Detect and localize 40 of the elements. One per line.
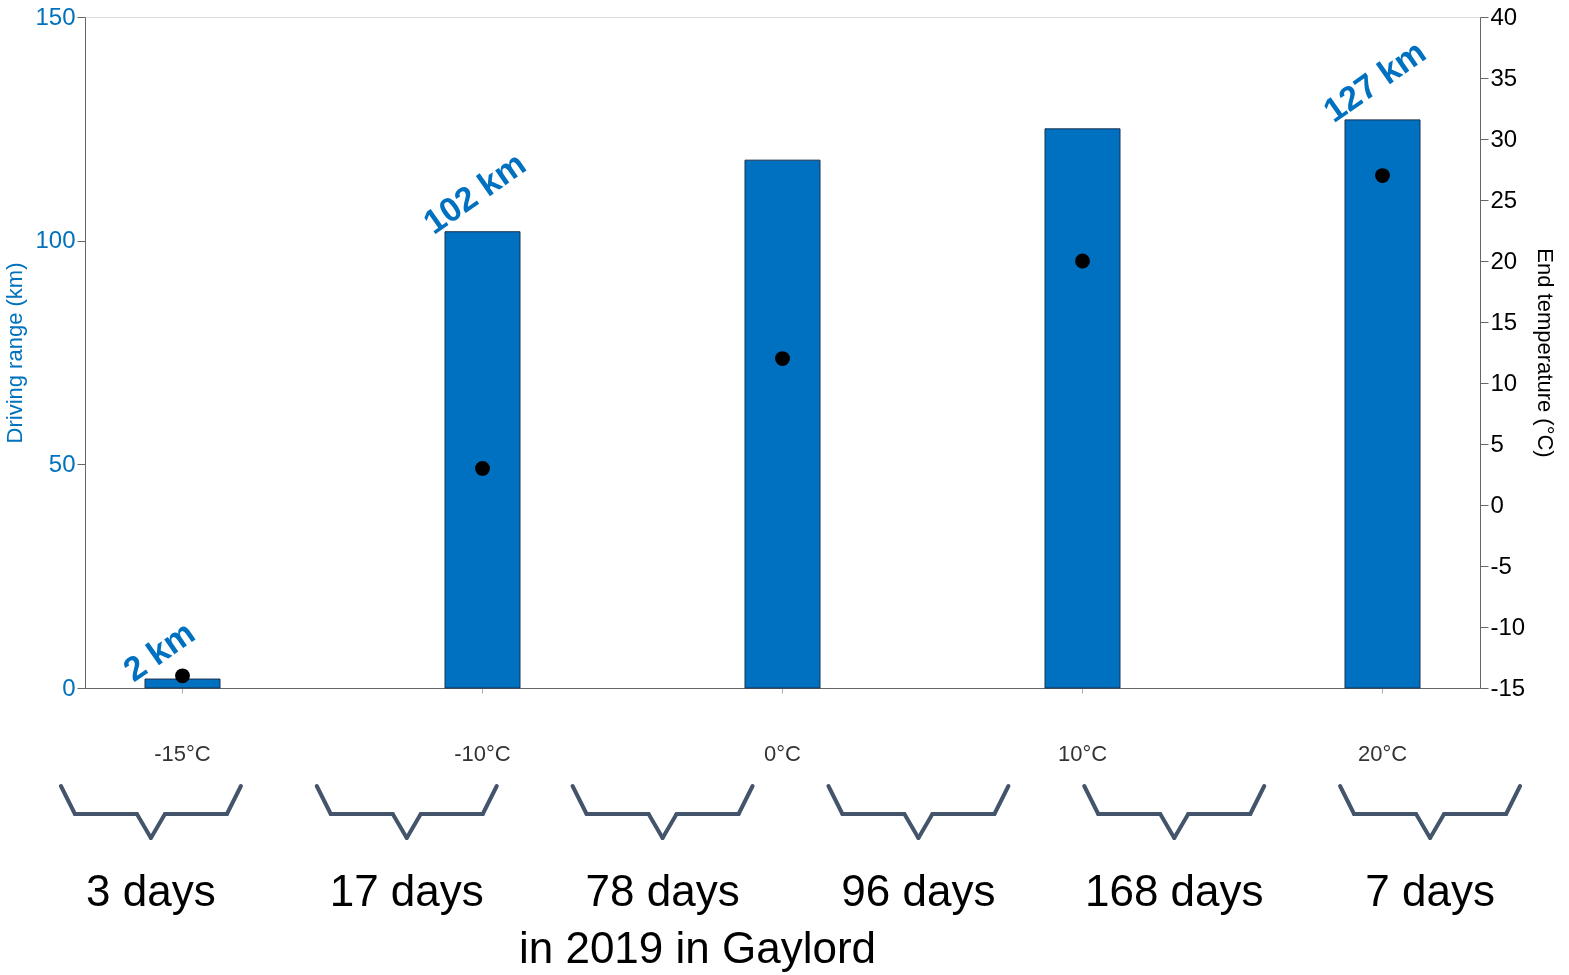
y2-tick-label: -10 [1490,612,1526,640]
y2-tick-label: 10 [1490,368,1518,396]
text: 17 days [329,866,484,915]
y2-tick-label: 25 [1490,185,1518,213]
y2-tick-label: 35 [1490,63,1518,91]
y-tick-label: 0 [62,673,76,701]
text: 3 days [86,866,216,915]
x-tick-label: 20°C [1357,740,1408,766]
y2-tick-label: -5 [1490,551,1512,579]
y-tick-label: 150 [35,2,76,30]
x-tick-label: 10°C [1057,740,1108,766]
text: 7 days [1365,866,1495,915]
text: 78 days [585,866,740,915]
y2-tick-label: 0 [1490,490,1504,518]
y2-tick-label: 5 [1490,429,1504,457]
y-tick-label: 100 [35,226,76,254]
y2-tick-label: -15 [1490,673,1526,701]
y2-tick-label: 15 [1490,307,1518,335]
bar [1044,128,1121,689]
x-tick-label: -10°C [454,740,511,766]
point [175,668,190,684]
y-axis-title: Driving range (km) [2,262,28,444]
y2-tick-label: 40 [1490,2,1518,30]
point [475,461,490,476]
point [1375,168,1390,183]
point [1075,253,1090,269]
x-tick-label: 0°C [764,740,802,766]
x-tick-label: -15°C [154,740,211,766]
y2-tick-label: 30 [1490,124,1518,152]
text: in 2019 in Gaylord [518,923,877,972]
y-tick-label: 50 [48,449,76,477]
data-label: 102 km [415,143,533,242]
y2-axis-title: End temperature (°C) [1533,248,1559,458]
point [775,351,790,366]
text: 96 days [841,866,996,915]
text: 168 days [1084,866,1264,915]
y2-tick-label: 20 [1490,246,1518,274]
bar [744,159,821,689]
data-label: 127 km [1315,31,1433,130]
data-label: 2 km [115,612,202,689]
